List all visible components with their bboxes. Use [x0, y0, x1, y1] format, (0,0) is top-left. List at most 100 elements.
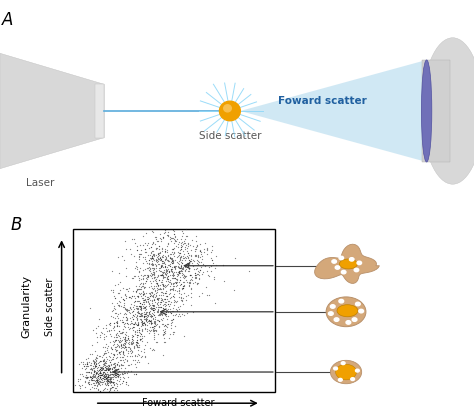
- Point: [109, 351, 117, 358]
- Point: [111, 294, 118, 301]
- Point: [111, 305, 118, 312]
- Point: [146, 297, 154, 303]
- Point: [159, 279, 166, 286]
- Point: [102, 349, 109, 356]
- Point: [164, 261, 172, 268]
- Point: [98, 381, 106, 387]
- Point: [167, 254, 174, 260]
- Point: [184, 261, 192, 268]
- Point: [157, 311, 164, 317]
- Point: [92, 370, 100, 376]
- Point: [96, 364, 103, 370]
- Point: [128, 275, 136, 282]
- Point: [111, 359, 119, 366]
- Point: [143, 339, 151, 345]
- Point: [106, 362, 113, 369]
- Point: [111, 372, 119, 379]
- Point: [141, 296, 148, 303]
- Point: [141, 326, 149, 332]
- Point: [149, 254, 156, 261]
- Point: [160, 302, 167, 309]
- Point: [167, 281, 174, 287]
- Point: [149, 239, 157, 245]
- Point: [200, 245, 208, 252]
- Point: [108, 384, 115, 391]
- Point: [102, 363, 110, 369]
- Point: [75, 382, 82, 389]
- Point: [93, 370, 101, 376]
- Point: [140, 254, 147, 260]
- Point: [158, 271, 165, 278]
- Point: [97, 376, 105, 382]
- Point: [159, 298, 167, 305]
- Point: [114, 332, 122, 339]
- Point: [133, 293, 141, 299]
- Point: [128, 339, 135, 345]
- Point: [182, 277, 190, 284]
- Point: [103, 379, 111, 386]
- Point: [127, 246, 134, 253]
- Point: [120, 321, 128, 327]
- Circle shape: [359, 309, 364, 313]
- Point: [176, 273, 184, 280]
- Point: [135, 276, 143, 283]
- Point: [155, 291, 163, 298]
- Point: [131, 311, 139, 317]
- Circle shape: [339, 256, 344, 260]
- Point: [103, 363, 111, 369]
- Point: [164, 301, 172, 307]
- Point: [149, 307, 157, 313]
- Point: [135, 305, 142, 311]
- Point: [196, 248, 203, 254]
- Point: [122, 332, 129, 338]
- Point: [148, 253, 156, 259]
- Point: [99, 360, 107, 367]
- Point: [134, 272, 142, 279]
- Point: [148, 305, 156, 312]
- Point: [107, 375, 115, 381]
- Point: [100, 350, 108, 357]
- Point: [114, 311, 122, 317]
- Point: [107, 333, 114, 339]
- Point: [167, 267, 174, 274]
- Point: [175, 252, 182, 259]
- Point: [148, 275, 155, 281]
- Point: [182, 293, 190, 300]
- Point: [191, 270, 199, 276]
- Point: [182, 268, 189, 274]
- Point: [111, 372, 119, 378]
- Point: [189, 242, 197, 249]
- Point: [107, 350, 115, 357]
- Point: [150, 265, 158, 271]
- Point: [136, 328, 143, 335]
- Point: [94, 372, 102, 379]
- Point: [162, 309, 170, 315]
- Point: [146, 293, 154, 299]
- Point: [133, 336, 140, 343]
- Point: [103, 346, 111, 353]
- Point: [173, 288, 181, 295]
- Point: [91, 382, 99, 389]
- Point: [124, 368, 132, 374]
- Point: [185, 268, 193, 275]
- Point: [171, 244, 178, 251]
- Point: [136, 268, 143, 275]
- Point: [187, 253, 194, 260]
- Point: [149, 303, 156, 310]
- Point: [129, 321, 137, 328]
- Point: [99, 366, 106, 372]
- Point: [119, 353, 127, 360]
- Point: [103, 375, 111, 382]
- Point: [134, 302, 141, 309]
- Point: [117, 348, 125, 355]
- Point: [134, 294, 141, 300]
- Point: [137, 330, 144, 336]
- Point: [162, 256, 169, 262]
- Point: [149, 256, 157, 263]
- Point: [147, 318, 155, 325]
- Point: [162, 270, 170, 277]
- Point: [155, 304, 163, 310]
- Point: [167, 237, 174, 244]
- Point: [141, 279, 148, 286]
- Point: [102, 378, 110, 385]
